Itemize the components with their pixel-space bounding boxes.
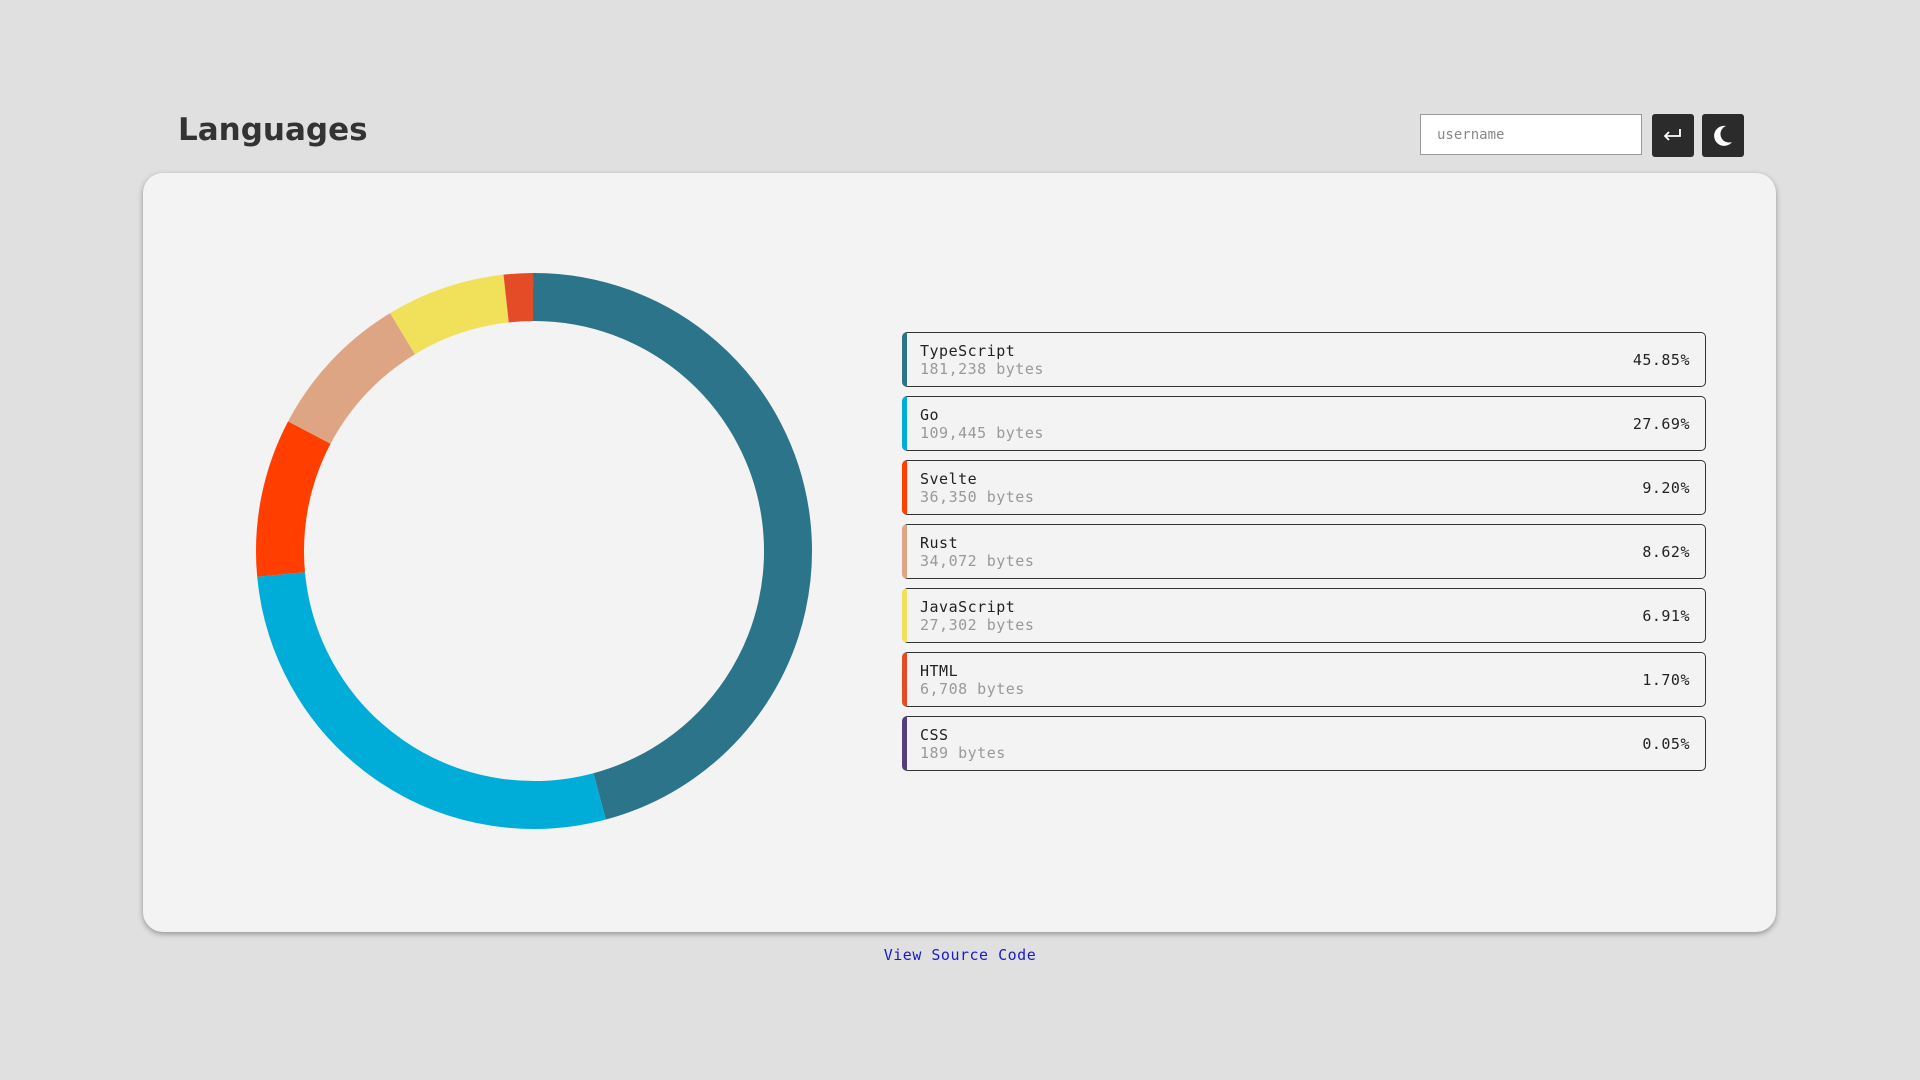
language-bytes: 27,302 bytes [920, 616, 1035, 634]
moon-icon [1714, 125, 1732, 146]
submit-button[interactable] [1652, 114, 1694, 157]
theme-toggle[interactable] [1702, 114, 1744, 157]
language-row: HTML 6,708 bytes 1.70% [902, 652, 1706, 707]
language-name: Go [920, 406, 940, 424]
language-row: Svelte 36,350 bytes 9.20% [902, 460, 1706, 515]
language-name: TypeScript [920, 342, 1016, 360]
donut-segment [533, 273, 812, 820]
language-name: CSS [920, 726, 949, 744]
language-name: Rust [920, 534, 959, 552]
source-link[interactable]: View Source Code [883, 946, 1037, 964]
donut-segment [503, 273, 534, 323]
language-bytes: 181,238 bytes [920, 360, 1044, 378]
languages-card: TypeScript 181,238 bytes 45.85% Go 109,445 b… [143, 173, 1776, 932]
language-bytes: 6,708 bytes [920, 680, 1025, 698]
language-bytes: 36,350 bytes [920, 488, 1035, 506]
username-input[interactable]: username [1420, 114, 1642, 155]
language-percent: 27.69% [1632, 415, 1690, 433]
donut-chart [256, 272, 812, 829]
donut-segment [257, 572, 606, 829]
language-bytes: 34,072 bytes [920, 552, 1035, 570]
language-percent: 6.91% [1642, 607, 1690, 625]
language-row: CSS 189 bytes 0.05% [902, 716, 1706, 771]
page-title: Languages [178, 112, 368, 148]
language-row: Go 109,445 bytes 27.69% [902, 396, 1706, 451]
language-percent: 1.70% [1642, 671, 1690, 689]
donut-segment [256, 421, 331, 577]
enter-icon [1663, 129, 1681, 141]
donut-segment [390, 274, 510, 355]
language-percent: 45.85% [1632, 351, 1690, 369]
language-bytes: 109,445 bytes [920, 424, 1044, 442]
language-name: HTML [920, 662, 959, 680]
language-row: TypeScript 181,238 bytes 45.85% [902, 332, 1706, 387]
donut-segment [288, 313, 416, 445]
language-percent: 8.62% [1642, 543, 1690, 561]
language-row: Rust 34,072 bytes 8.62% [902, 524, 1706, 579]
language-bytes: 189 bytes [920, 744, 1006, 762]
language-percent: 0.05% [1642, 735, 1690, 753]
language-percent: 9.20% [1642, 479, 1690, 497]
language-name: JavaScript [920, 598, 1016, 616]
language-row: JavaScript 27,302 bytes 6.91% [902, 588, 1706, 643]
language-name: Svelte [920, 470, 978, 488]
